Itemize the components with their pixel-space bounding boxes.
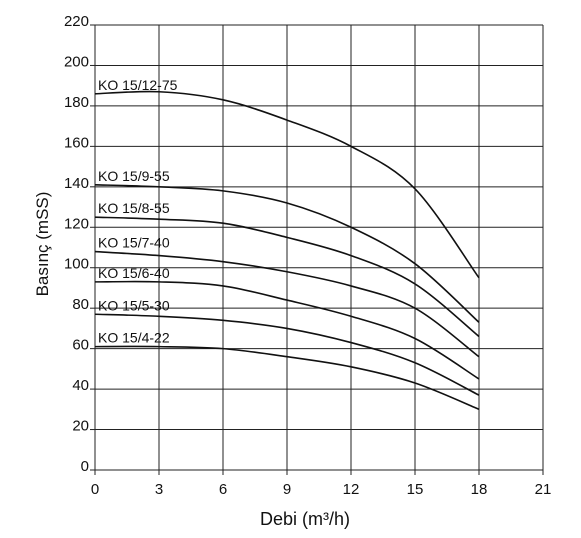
x-tick-label: 9	[283, 481, 291, 498]
series-label: KO 15/12-75	[98, 77, 178, 93]
y-tick-label: 200	[64, 53, 89, 70]
y-axis-title: Basınç (mSS)	[33, 192, 52, 297]
y-tick-label: 180	[64, 94, 89, 111]
series-group	[94, 90, 480, 411]
y-tick-label: 140	[64, 175, 89, 192]
y-tick-label: 60	[72, 337, 89, 354]
y-tick-label: 220	[64, 13, 89, 30]
series-label: KO 15/8-55	[98, 200, 170, 216]
series-line	[94, 216, 480, 338]
x-tick-label: 18	[471, 481, 488, 498]
x-tick-label: 6	[219, 481, 227, 498]
y-tick-label: 120	[64, 215, 89, 232]
x-tick-label: 15	[407, 481, 424, 498]
series-label: KO 15/9-55	[98, 168, 170, 184]
x-axis-title: Debi (m³/h)	[260, 509, 350, 529]
series-label: KO 15/7-40	[98, 235, 170, 251]
y-tick-label: 80	[72, 296, 89, 313]
y-tick-label: 20	[72, 418, 89, 435]
y-tick-label: 100	[64, 256, 89, 273]
series-label: KO 15/6-40	[98, 265, 170, 281]
x-tick-label: 12	[343, 481, 360, 498]
series-line	[94, 280, 480, 380]
x-tick-label: 21	[535, 481, 552, 498]
series-line	[94, 90, 480, 279]
series-label: KO 15/4-22	[98, 330, 170, 346]
series-line	[94, 250, 480, 358]
series-label: KO 15/5-30	[98, 297, 170, 313]
series-line	[94, 345, 480, 411]
x-tick-label: 3	[155, 481, 163, 498]
y-tick-label: 160	[64, 134, 89, 151]
series-labels: KO 15/12-75 KO 15/9-55 KO 15/8-55 KO 15/7-4…	[98, 77, 178, 346]
y-tick-label: 40	[72, 377, 89, 394]
x-tick-label: 0	[91, 481, 99, 498]
tick-labels: 0 3 6 9 12 15 18 21 0 20 40 60 80 100 120 140 160 180 200 2…	[64, 13, 551, 498]
y-tick-label: 0	[81, 458, 89, 475]
series-line	[94, 313, 480, 396]
series-line	[94, 183, 480, 323]
